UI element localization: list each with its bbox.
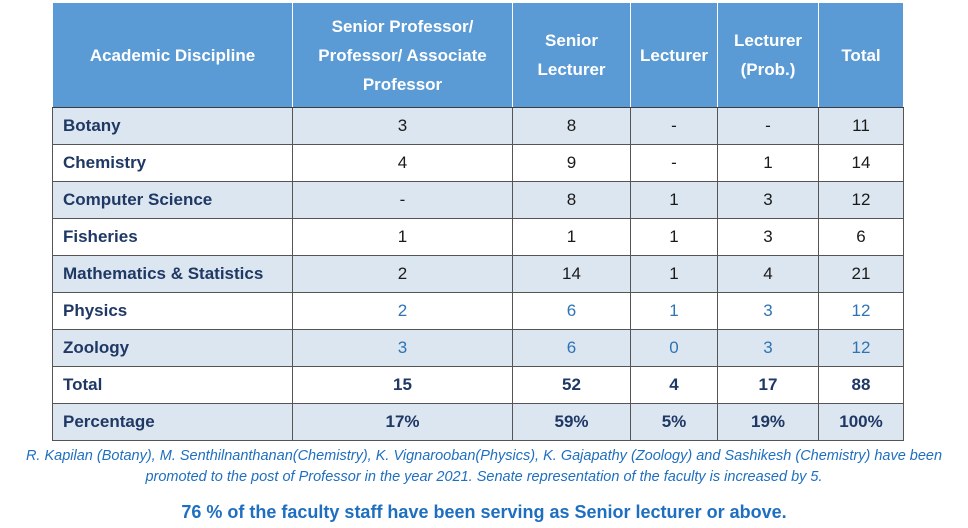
cell: 14: [512, 255, 631, 293]
cell: 15: [292, 366, 513, 404]
table-row: Mathematics & Statistics 2 14 1 4 21: [52, 255, 904, 293]
header-cell: Total: [818, 2, 904, 108]
cell: -: [717, 107, 819, 145]
cell: 1: [630, 255, 718, 293]
row-label: Botany: [52, 107, 293, 145]
cell: 19%: [717, 403, 819, 441]
header-cell: Lecturer: [630, 2, 718, 108]
cell: 17: [717, 366, 819, 404]
cell: 11: [818, 107, 904, 145]
row-label: Total: [52, 366, 293, 404]
table-row: Botany 3 8- -11: [52, 107, 904, 145]
cell: 1: [630, 292, 718, 330]
cell: 17%: [292, 403, 513, 441]
header-cell: Lecturer (Prob.): [717, 2, 819, 108]
table-row: Total 15 52 4 17 88: [52, 366, 904, 404]
summary: 76 % of the faculty staff have been serv…: [181, 502, 787, 522]
header-cell: Academic Discipline: [52, 2, 293, 108]
header-row: Academic Discipline Senior Professor/ Pro…: [52, 2, 904, 108]
row-label: Mathematics & Statistics: [52, 255, 293, 293]
table-body: Botany 3 8- -11 Chemistry 4 9-1 14 Computer Scie…: [52, 107, 904, 441]
cell: 4: [630, 366, 718, 404]
table-row: Percentage 17% 59% 5% 19% 100%: [52, 403, 904, 441]
cell: 3: [717, 218, 819, 256]
table-row: Zoology 3 6 0 3 12: [52, 329, 904, 367]
table-row: Chemistry 4 9-1 14: [52, 144, 904, 182]
staff-table: Academic Discipline Senior Professor/ Pro…: [52, 2, 904, 441]
cell: 88: [818, 366, 904, 404]
cell: 1: [630, 218, 718, 256]
cell: 1: [630, 181, 718, 219]
cell: 1: [512, 218, 631, 256]
cell: 3: [717, 329, 819, 367]
table-row: Computer Science -8 1 3 12: [52, 181, 904, 219]
row-label: Chemistry: [52, 144, 293, 182]
cell: 5%: [630, 403, 718, 441]
table-row: Fisheries 1 1 1 3 6: [52, 218, 904, 256]
header-cell: Senior Professor/ Professor/ Associate P…: [292, 2, 513, 108]
cell: 9: [512, 144, 631, 182]
cell: 12: [818, 329, 904, 367]
cell: 8: [512, 181, 631, 219]
cell: 4: [717, 255, 819, 293]
cell: 6: [512, 329, 631, 367]
cell: 59%: [512, 403, 631, 441]
table-row: Physics 2 6 1 3 12: [52, 292, 904, 330]
cell: 6: [818, 218, 904, 256]
cell: -: [630, 144, 718, 182]
cell: 6: [512, 292, 631, 330]
cell: 3: [292, 329, 513, 367]
cell: 1: [292, 218, 513, 256]
row-label: Fisheries: [52, 218, 293, 256]
cell: 1: [717, 144, 819, 182]
cell: 3: [717, 292, 819, 330]
cell: 4: [292, 144, 513, 182]
cell: 0: [630, 329, 718, 367]
row-label: Physics: [52, 292, 293, 330]
footnote: R. Kapilan (Botany), M. Senthilnanthanan…: [25, 448, 943, 485]
cell: 21: [818, 255, 904, 293]
cell: -: [292, 181, 513, 219]
cell: 3: [292, 107, 513, 145]
cell: 14: [818, 144, 904, 182]
cell: 12: [818, 292, 904, 330]
row-label: Percentage: [52, 403, 293, 441]
row-label: Zoology: [52, 329, 293, 367]
cell: -: [630, 107, 718, 145]
cell: 2: [292, 292, 513, 330]
cell: 52: [512, 366, 631, 404]
cell: 100%: [818, 403, 904, 441]
header-cell: Senior Lecturer: [512, 2, 631, 108]
cell: 12: [818, 181, 904, 219]
cell: 3: [717, 181, 819, 219]
cell: 2: [292, 255, 513, 293]
cell: 8: [512, 107, 631, 145]
row-label: Computer Science: [52, 181, 293, 219]
